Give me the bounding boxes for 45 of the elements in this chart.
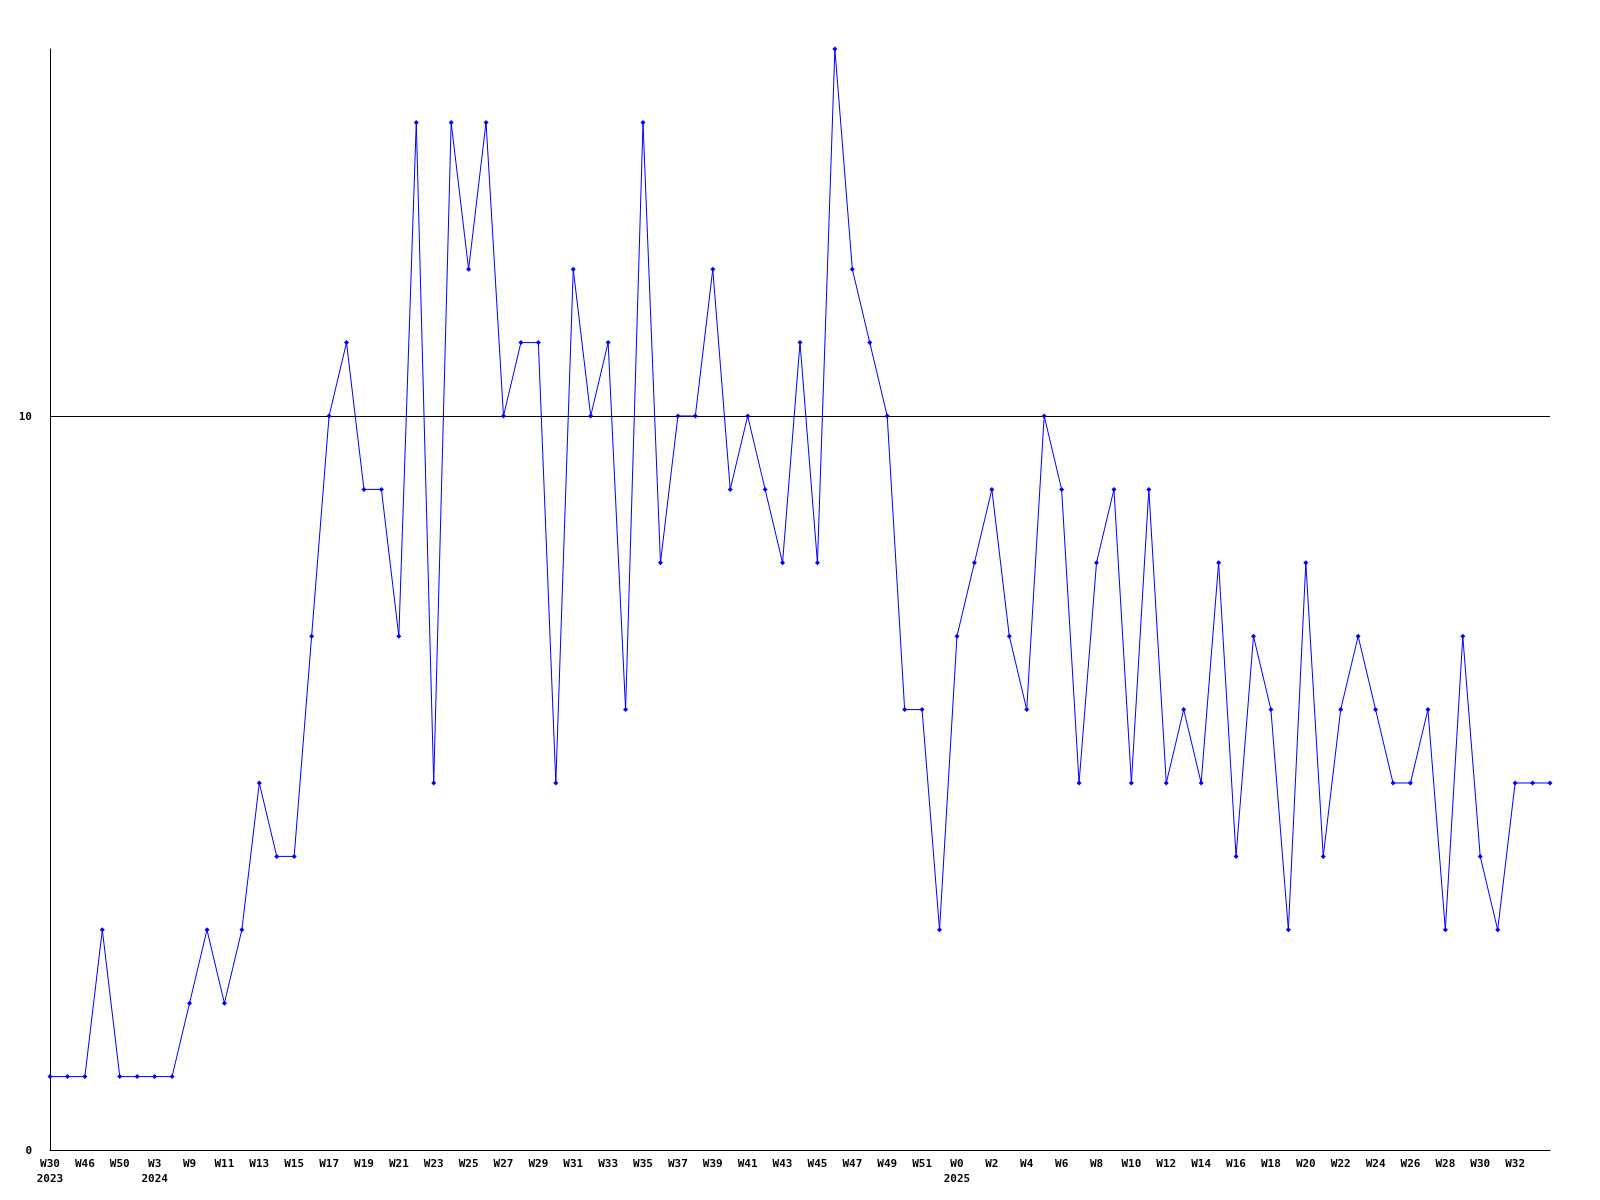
x-tick-label: W23 xyxy=(423,1157,444,1170)
x-tick-label: W2 xyxy=(985,1157,999,1170)
x-tick-label: W18 xyxy=(1260,1157,1281,1170)
x-tick-label: W22 xyxy=(1330,1157,1351,1170)
x-tick-label: W19 xyxy=(354,1157,374,1170)
x-tick-label: W29 xyxy=(528,1157,549,1170)
y-tick-label: 0 xyxy=(25,1143,32,1157)
x-tick-label: W41 xyxy=(737,1157,758,1170)
x-tick-label: W43 xyxy=(772,1157,793,1170)
x-tick-label: W9 xyxy=(182,1157,197,1170)
x-tick-label: W25 xyxy=(458,1157,479,1170)
x-tick-label: W11 xyxy=(214,1157,235,1170)
x-tick-label: W39 xyxy=(702,1157,723,1170)
x-tick-label: W30 2023 xyxy=(36,1157,64,1185)
x-tick-label: W24 xyxy=(1365,1157,1386,1170)
x-tick-label: W13 xyxy=(249,1157,270,1170)
x-tick-label: W46 xyxy=(74,1157,96,1170)
x-tick-label: W30 xyxy=(1470,1157,1491,1170)
x-tick-label: W6 xyxy=(1055,1157,1069,1170)
x-tick-label: W8 xyxy=(1089,1157,1104,1170)
x-tick-label: W37 xyxy=(667,1157,688,1170)
x-tick-label: W33 xyxy=(598,1157,619,1170)
x-tick-label: W49 xyxy=(877,1157,898,1170)
x-tick-label: W31 xyxy=(563,1157,584,1170)
x-tick-label: W35 xyxy=(633,1157,653,1170)
x-tick-label: W14 xyxy=(1191,1157,1212,1170)
x-tick-label: W0 2025 xyxy=(943,1157,971,1185)
x-tick-label: W32 xyxy=(1505,1157,1526,1170)
x-tick-label: W21 xyxy=(388,1157,410,1170)
x-tick-label: W3 2024 xyxy=(141,1157,169,1185)
x-tick-label: W45 xyxy=(807,1157,828,1170)
x-tick-label: W27 xyxy=(493,1157,514,1170)
x-tick-label: W47 xyxy=(842,1157,863,1170)
y-tick-label: 10 xyxy=(18,409,32,423)
x-tick-label: W10 xyxy=(1121,1157,1142,1170)
x-tick-label: W28 xyxy=(1435,1157,1456,1170)
x-tick-label: W20 xyxy=(1295,1157,1316,1170)
x-tick-label: W51 xyxy=(912,1157,933,1170)
x-tick-label: W4 xyxy=(1020,1157,1034,1170)
x-tick-label: W50 xyxy=(109,1157,130,1170)
x-tick-label: W15 xyxy=(284,1157,305,1170)
x-tick-label: W26 xyxy=(1400,1157,1421,1170)
x-tick-label: W16 xyxy=(1226,1157,1247,1170)
x-tick-label: W17 xyxy=(319,1157,340,1170)
x-tick-label: W12 xyxy=(1156,1157,1177,1170)
